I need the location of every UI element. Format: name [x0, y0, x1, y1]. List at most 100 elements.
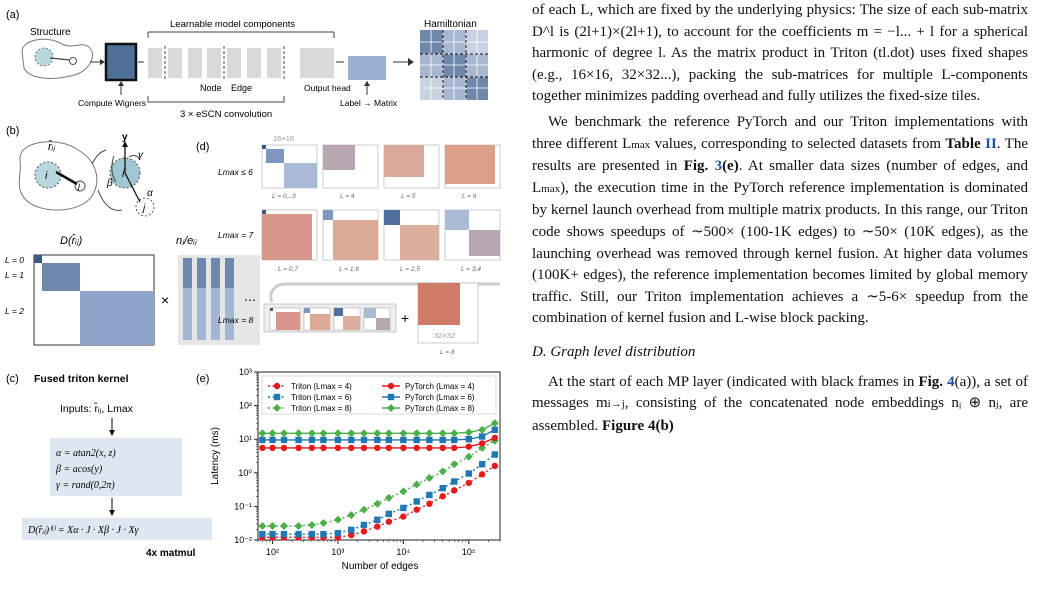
data-point — [490, 419, 499, 428]
x-tick-label-1: 10³ — [331, 547, 344, 557]
data-point — [478, 461, 486, 468]
legend-entry-5: PyTorch (Lmax = 8) — [405, 404, 475, 413]
data-point — [258, 522, 267, 531]
compute-wigners-label: Compute Wigners — [78, 98, 146, 108]
data-point — [385, 510, 393, 518]
data-point — [333, 515, 342, 524]
edge-label: Edge — [231, 83, 252, 93]
legend-entry-3: PyTorch (Lmax = 4) — [405, 382, 475, 391]
data-point — [385, 518, 393, 525]
x-tick-label-0: 10² — [266, 547, 279, 557]
data-point — [307, 520, 316, 529]
x-tick-label-3: 10⁵ — [462, 547, 476, 557]
fig-ref-link[interactable]: 3 — [714, 158, 723, 175]
body-text: of each L, which are fixed by the underl… — [532, 0, 1028, 590]
data-point — [425, 474, 434, 483]
data-point — [450, 429, 459, 438]
node-label: Node — [200, 83, 222, 93]
x-axis-label: Number of edges — [342, 561, 419, 572]
data-point — [438, 429, 447, 438]
data-point — [413, 436, 420, 444]
n-matrix — [178, 255, 260, 345]
data-point — [360, 444, 368, 452]
rotation-diagram — [18, 141, 155, 217]
data-point — [374, 436, 381, 444]
data-point — [465, 443, 472, 450]
data-point — [478, 443, 487, 452]
learnable-label: Learnable model components — [170, 19, 295, 30]
fig4-ref-link[interactable]: 4 — [947, 373, 955, 390]
data-point — [360, 521, 368, 529]
data-point — [478, 471, 486, 478]
row1-label-1: L = 4 — [340, 193, 355, 200]
output-head-label: Output head — [304, 83, 351, 93]
paragraph-2: We benchmark the reference PyTorch and o… — [532, 113, 1028, 327]
legend-entry-1: Triton (Lmax = 6) — [291, 393, 352, 402]
data-point — [413, 506, 420, 513]
eq-gamma: γ = rand(0,2π) — [56, 480, 115, 491]
data-point — [308, 530, 316, 538]
data-point — [294, 522, 303, 531]
label-matrix-label: Label → Matrix — [340, 98, 398, 108]
data-point — [400, 504, 407, 512]
data-point — [269, 444, 276, 452]
block-row-1 — [261, 144, 501, 189]
legend-marker-4 — [387, 393, 395, 401]
data-point — [258, 429, 267, 438]
data-point — [412, 429, 421, 438]
panel-label-d: (d) — [196, 141, 209, 153]
series-5 — [258, 419, 499, 438]
series-3 — [259, 434, 499, 452]
y-tick-label-2: 10⁰ — [238, 468, 252, 478]
data-point — [269, 530, 276, 538]
data-point — [439, 444, 446, 452]
data-point — [399, 487, 408, 496]
data-point — [478, 440, 486, 447]
row1-label-3: L = 6 — [462, 193, 477, 200]
data-point — [465, 479, 472, 487]
result-equation: D(r̂ᵢⱼ)⁽ˡ⁾ = Xα · J · Xβ · J · Xγ — [27, 525, 140, 536]
legend-entry-2: Triton (Lmax = 8) — [291, 404, 352, 413]
data-point — [280, 429, 289, 438]
data-point — [464, 428, 473, 437]
block-row-3 — [263, 282, 479, 344]
gamma-label: γ — [138, 150, 144, 161]
row2-label-1: L = 1,6 — [339, 266, 359, 273]
data-point — [451, 444, 458, 452]
d-matrix — [33, 254, 155, 346]
data-point — [320, 530, 327, 538]
data-point — [259, 436, 266, 444]
data-point — [425, 429, 434, 438]
y-tick-label-4: 10² — [239, 401, 252, 411]
panel-label-b: (b) — [6, 125, 19, 137]
plot-frame — [257, 371, 501, 541]
l2-label: L = 2 — [5, 306, 24, 316]
legend-entry-0: Triton (Lmax = 4) — [291, 382, 352, 391]
eq-alpha: α = atan2(x, z) — [56, 448, 116, 459]
data-point — [374, 523, 381, 530]
data-point — [399, 429, 408, 438]
legend-marker-1 — [273, 393, 281, 401]
eq-beta: β = acos(y) — [55, 464, 103, 475]
node-j2-label: j — [141, 203, 146, 214]
data-point — [426, 491, 433, 499]
data-point — [268, 429, 277, 438]
model-blocks — [148, 48, 334, 78]
times-symbol: × — [161, 292, 169, 308]
series-1 — [259, 451, 499, 538]
size-16-label: 16×16 — [273, 134, 294, 143]
table-ref-link[interactable]: II — [985, 135, 997, 152]
l1-label: L = 1 — [5, 270, 24, 280]
legend-marker-2 — [273, 404, 281, 412]
latency-chart: 10² 10³ 10⁴ 10⁵ 10⁻² 10⁻¹ 10⁰ 10¹ 10² 10³ Triton… — [210, 367, 501, 572]
data-point — [491, 426, 499, 434]
data-point — [451, 436, 458, 444]
data-point — [295, 444, 302, 452]
kernel-inputs: Inputs: r̂ᵢⱼ, Lmax — [60, 401, 134, 415]
l0-label: L = 0 — [5, 255, 24, 265]
data-point — [413, 498, 420, 505]
data-point — [360, 436, 368, 444]
row2-label-2: L = 2,5 — [400, 266, 420, 273]
data-point — [439, 493, 446, 500]
data-point — [307, 429, 316, 438]
